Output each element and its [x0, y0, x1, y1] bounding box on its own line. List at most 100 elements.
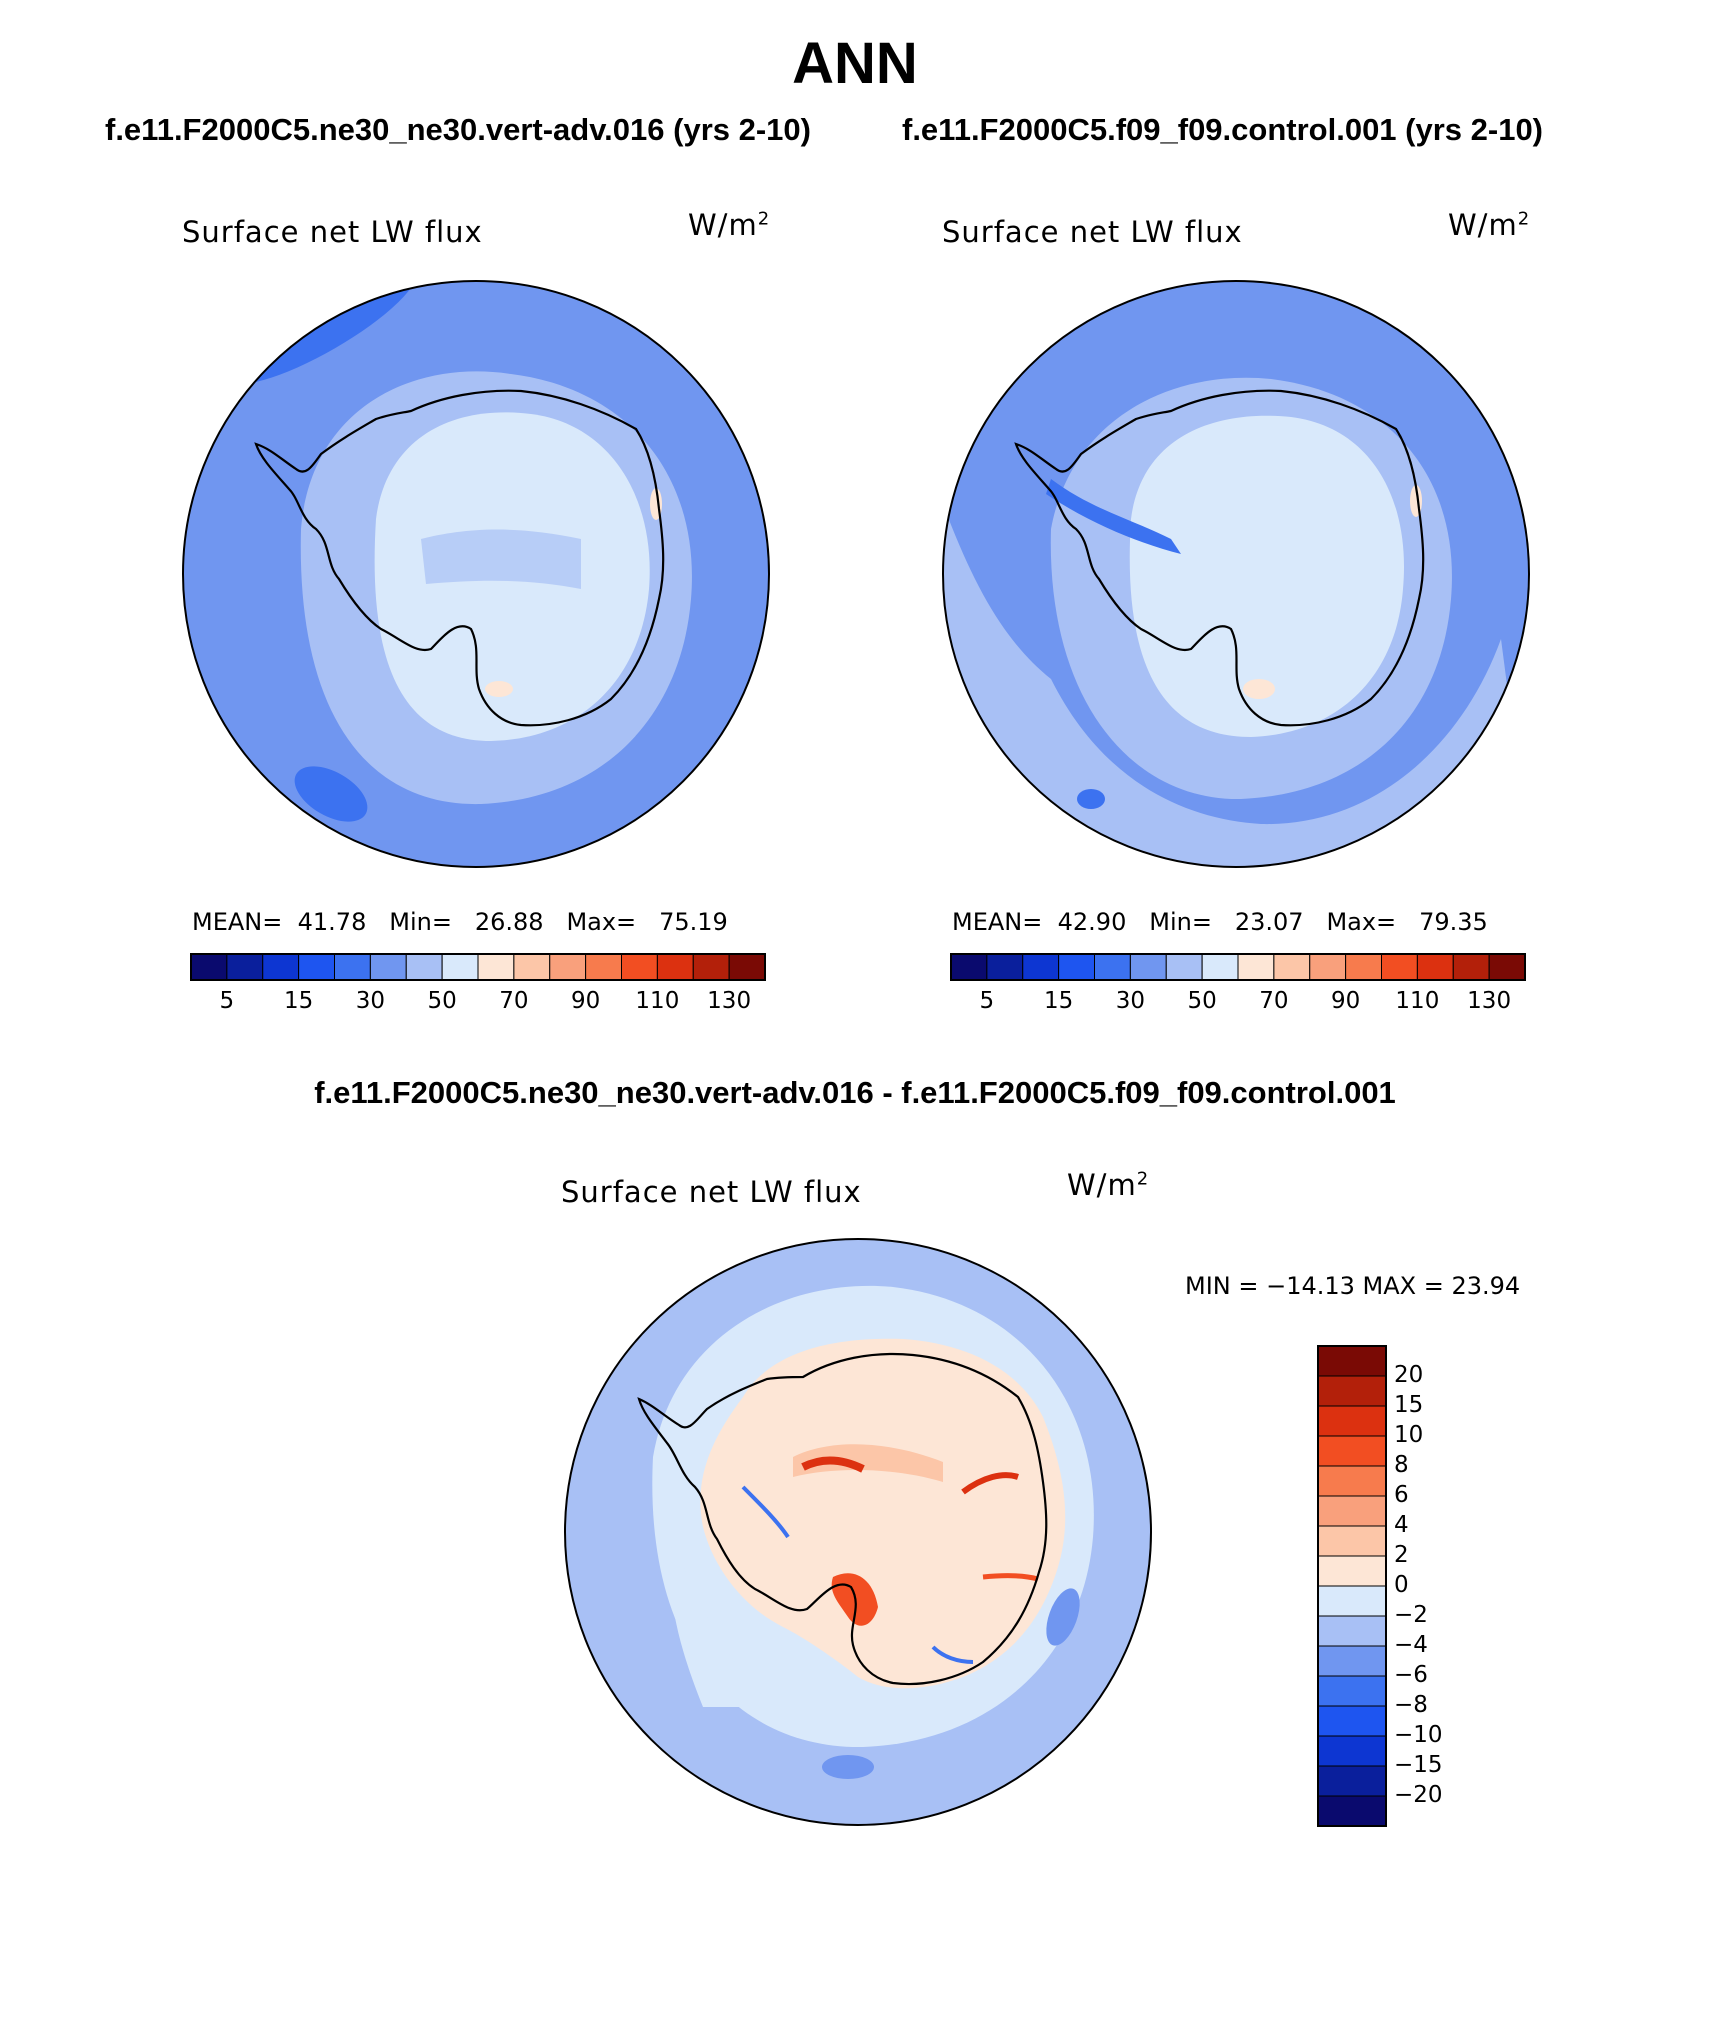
map-field-cold-patch [1046, 1588, 1080, 1646]
difference-variable-label: Surface net LW flux [561, 1175, 862, 1209]
map-field-cold-patch [822, 1755, 874, 1779]
colorbar-tick-label: −6 [1394, 1662, 1428, 1688]
difference-units: W/m2 [1067, 1168, 1150, 1202]
colorbar-swatch [1317, 1465, 1387, 1497]
colorbar-outline [950, 953, 1526, 981]
colorbar-swatch [1345, 953, 1382, 981]
colorbar-outline [1317, 1345, 1387, 1827]
colorbar-tick-label: 130 [707, 988, 752, 1014]
difference-colorbar [1317, 1345, 1387, 1827]
colorbar-tick-label: 8 [1394, 1452, 1409, 1478]
map-field-light-region [670, 1537, 773, 1707]
colorbar-swatch [1452, 953, 1490, 981]
colorbar-swatch [1129, 953, 1167, 981]
antarctica-coastline [254, 389, 665, 727]
colorbar-swatch [1273, 953, 1311, 981]
colorbar-swatch [441, 953, 479, 981]
colorbar-tick-label: −20 [1394, 1782, 1443, 1808]
colorbar-swatch [262, 953, 300, 981]
panel-right-polar-map [942, 280, 1530, 868]
colorbar-swatch [226, 953, 264, 981]
panel-right-stats: MEAN= 42.90 Min= 23.07 Max= 79.35 [952, 908, 1488, 936]
colorbar-tick-label: 15 [1043, 988, 1074, 1014]
panel-right-case-title: f.e11.F2000C5.f09_f09.control.001 (yrs 2… [902, 112, 1544, 147]
colorbar-swatch [1317, 1435, 1387, 1467]
colorbar-swatch [405, 953, 443, 981]
panel-left-case-title: f.e11.F2000C5.ne30_ne30.vert-adv.016 (yr… [105, 112, 811, 147]
colorbar-swatch [513, 953, 551, 981]
map-field-warm-band [793, 1444, 943, 1482]
colorbar-tick-label: −2 [1394, 1602, 1428, 1628]
colorbar-swatch [1317, 1675, 1387, 1707]
colorbar-swatch [656, 953, 694, 981]
map-field-hot-streak [801, 1456, 865, 1473]
colorbar-swatch [1317, 1615, 1387, 1647]
colorbar-swatch [1317, 1735, 1387, 1767]
colorbar-tick-label: 6 [1394, 1482, 1409, 1508]
colorbar-swatch [549, 953, 587, 981]
colorbar-tick-label: 50 [427, 988, 457, 1014]
colorbar-swatch [1309, 953, 1347, 981]
colorbar-tick-label: −4 [1394, 1632, 1428, 1658]
colorbar-tick-label: 70 [1259, 988, 1289, 1014]
colorbar-swatch [692, 953, 730, 981]
colorbar-swatch [1317, 1495, 1387, 1527]
panel-right-variable-label: Surface net LW flux [942, 215, 1243, 249]
colorbar-tick-label: 5 [979, 988, 995, 1014]
colorbar-tick-label: 10 [1394, 1422, 1424, 1448]
colorbar-swatch [585, 953, 622, 981]
map-field-warm-patch [1243, 679, 1275, 699]
panel-left-colorbar [190, 953, 766, 981]
colorbar-swatch [621, 953, 658, 981]
colorbar-tick-label: 5 [219, 988, 235, 1014]
colorbar-swatch [1201, 953, 1239, 981]
antarctica-coastline [1014, 389, 1425, 727]
map-field-inner [1129, 415, 1405, 737]
colorbar-tick-label: 90 [1330, 988, 1361, 1014]
panel-left-polar-map [182, 280, 770, 868]
colorbar-swatch [986, 953, 1024, 981]
colorbar-tick-label: 20 [1394, 1362, 1424, 1388]
map-field-cold-streak [741, 1485, 790, 1539]
colorbar-swatch [298, 953, 335, 981]
colorbar-swatch [190, 953, 228, 981]
panel-left-stats: MEAN= 41.78 Min= 26.88 Max= 75.19 [192, 908, 728, 936]
colorbar-tick-label: 110 [635, 988, 680, 1014]
colorbar-swatch [1094, 953, 1131, 981]
colorbar-swatch [1317, 1585, 1387, 1617]
colorbar-swatch [1165, 953, 1203, 981]
colorbar-tick-label: 15 [283, 988, 314, 1014]
colorbar-swatch [1317, 1705, 1387, 1737]
colorbar-tick-label: 0 [1394, 1572, 1409, 1598]
map-field-cold-streak [931, 1645, 974, 1664]
colorbar-tick-label: 70 [499, 988, 529, 1014]
difference-minmax: MIN = −14.13 MAX = 23.94 [1185, 1272, 1521, 1300]
colorbar-swatch [950, 953, 988, 981]
map-field-inner-band [421, 529, 581, 589]
map-field-mid-ring [943, 499, 1529, 867]
colorbar-tick-label: 30 [355, 988, 386, 1014]
colorbar-swatch [1317, 1525, 1387, 1557]
map-field-hot-streak [961, 1472, 1019, 1495]
map-field-dark-patch [1077, 789, 1105, 809]
colorbar-swatch [1022, 953, 1060, 981]
map-field-hot-streak [982, 1573, 1039, 1582]
colorbar-tick-label: 110 [1395, 988, 1440, 1014]
colorbar-tick-label: 4 [1394, 1512, 1409, 1538]
colorbar-swatch [369, 953, 407, 981]
colorbar-swatch [1317, 1345, 1387, 1377]
colorbar-outline [190, 953, 766, 981]
colorbar-swatch [477, 953, 515, 981]
colorbar-tick-label: −8 [1394, 1692, 1428, 1718]
map-field-warm-region [700, 1338, 1066, 1689]
colorbar-tick-label: 50 [1187, 988, 1217, 1014]
colorbar-swatch [1317, 1645, 1387, 1677]
map-boundary [942, 280, 1530, 868]
colorbar-tick-label: 2 [1394, 1542, 1409, 1568]
panel-right-units: W/m2 [1448, 208, 1531, 242]
colorbar-swatch [1317, 1795, 1387, 1827]
difference-title: f.e11.F2000C5.ne30_ne30.vert-adv.016 - f… [314, 1075, 1396, 1110]
panel-left-units: W/m2 [688, 208, 771, 242]
colorbar-swatch [728, 953, 766, 981]
colorbar-swatch [1381, 953, 1418, 981]
